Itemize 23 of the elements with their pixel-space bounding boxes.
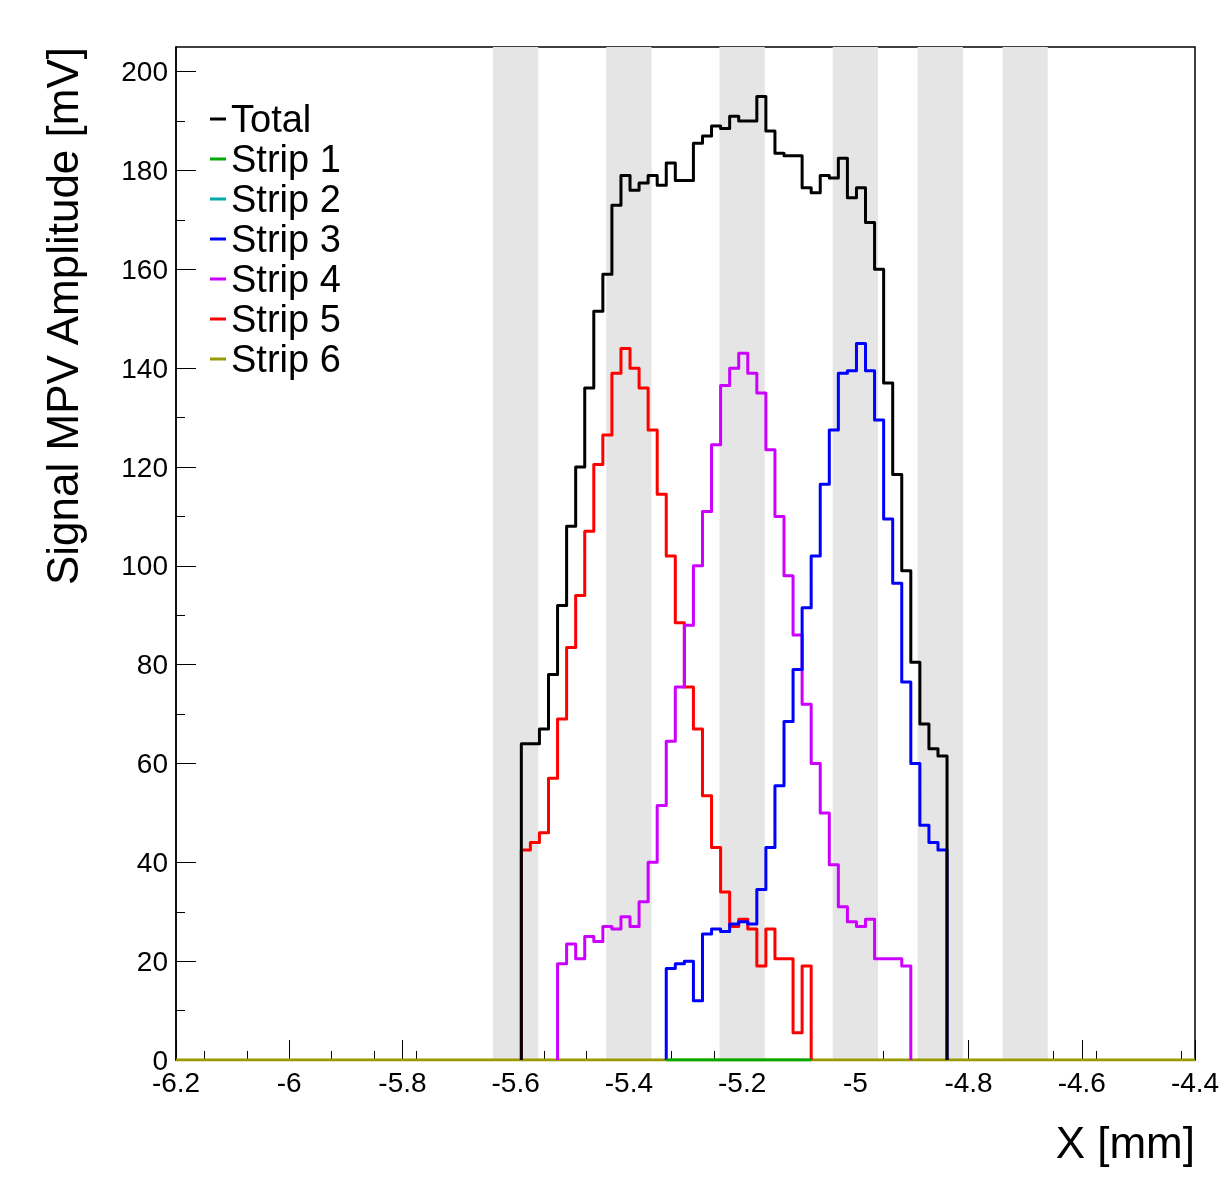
y-tick-label: 20	[136, 945, 168, 977]
x-tick-label: -4.6	[1057, 1066, 1106, 1098]
y-tick-label: 200	[121, 56, 168, 88]
x-tick-label: -5	[842, 1066, 868, 1098]
y-tick-label: 100	[121, 550, 168, 582]
y-tick-label: 140	[121, 352, 168, 384]
y-tick-label: 40	[136, 846, 168, 878]
x-tick-label: -5.8	[378, 1066, 427, 1098]
x-axis-title: X [mm]	[1055, 1117, 1195, 1167]
x-tick-label: -4.4	[1170, 1066, 1220, 1098]
y-tick-label: 60	[136, 748, 168, 780]
y-axis-title: Signal MPV Amplitude [mV]	[37, 47, 87, 586]
legend-label: Total	[231, 98, 312, 140]
legend-label: Strip 1	[231, 138, 341, 180]
x-tick-label: -4.8	[944, 1066, 993, 1098]
y-tick-label: 80	[136, 649, 168, 681]
y-tick-label: 180	[121, 155, 168, 187]
x-tick-label: -5.2	[717, 1066, 767, 1098]
y-tick-label: 120	[121, 451, 168, 483]
x-tick-label: -5.4	[604, 1066, 654, 1098]
x-tick-label: -5.6	[491, 1066, 540, 1098]
x-tick-label: -6	[276, 1066, 302, 1098]
y-tick-label: 160	[121, 253, 168, 285]
